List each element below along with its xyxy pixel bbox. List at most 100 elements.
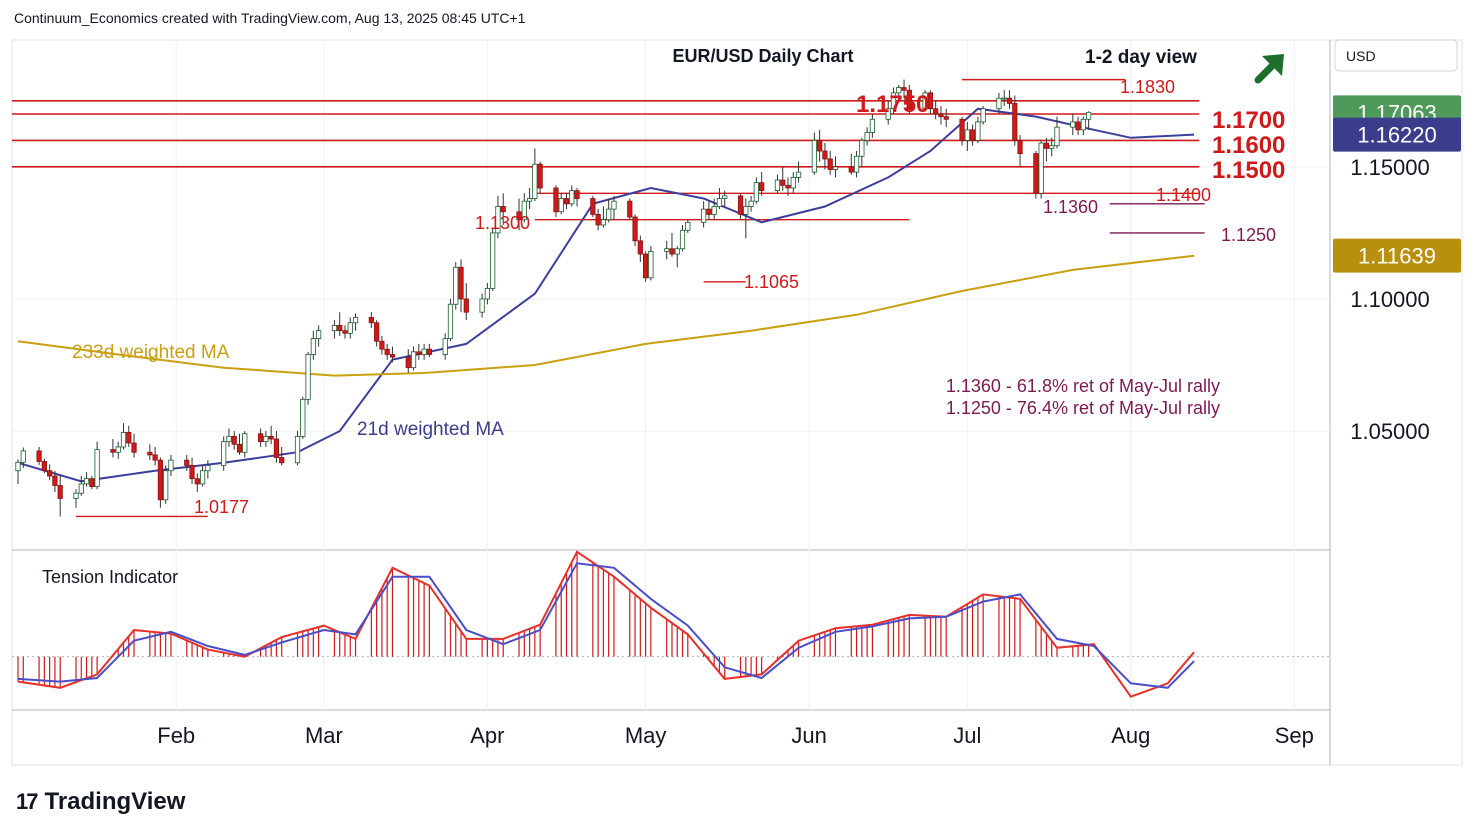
candle-body	[664, 248, 670, 252]
candle	[600, 206, 607, 228]
candle-body	[563, 198, 570, 205]
candle	[774, 174, 781, 194]
candle-body	[147, 451, 153, 456]
candle	[969, 124, 976, 146]
candle	[126, 425, 132, 447]
candle-body	[827, 158, 833, 170]
candle-body	[759, 182, 765, 192]
candle-body	[774, 179, 781, 192]
candle-body	[41, 461, 47, 472]
candle-body	[410, 351, 417, 369]
candle	[563, 193, 570, 210]
candle	[811, 132, 817, 175]
candle-body	[938, 113, 944, 118]
candle	[785, 177, 791, 196]
candle-body	[316, 330, 322, 340]
x-tick-label: Mar	[305, 723, 343, 748]
candle	[933, 100, 939, 120]
candle	[706, 201, 712, 220]
candle	[221, 436, 227, 471]
candle	[648, 246, 654, 281]
candle	[374, 320, 380, 347]
retracement-note: 1.1360 - 61.8% ret of May-Jul rally	[946, 376, 1220, 396]
candle	[495, 195, 501, 239]
candle-body	[716, 198, 723, 207]
chart-title: EUR/USD Daily Chart	[672, 46, 853, 66]
candle-body	[669, 248, 675, 255]
candle	[748, 195, 754, 212]
candle	[1080, 116, 1086, 136]
candle-body	[595, 214, 601, 226]
candle	[231, 431, 237, 450]
candle-body	[722, 195, 728, 199]
candle	[669, 232, 675, 257]
candle-body	[447, 303, 454, 340]
candle	[168, 454, 174, 477]
x-tick-label: Jul	[953, 723, 981, 748]
candle-body	[780, 179, 786, 186]
candle-body	[532, 163, 538, 199]
candle	[147, 444, 153, 461]
candle	[226, 428, 232, 447]
candle	[627, 198, 633, 220]
candle	[959, 116, 965, 146]
candle	[447, 298, 454, 342]
candle	[305, 351, 311, 405]
candle-body	[331, 324, 338, 332]
candle	[1033, 150, 1039, 199]
candle-body	[47, 470, 53, 477]
ma21-label: 21d weighted MA	[357, 419, 504, 440]
x-tick-label: Feb	[157, 723, 195, 748]
candle	[242, 431, 248, 458]
candle-body	[221, 441, 227, 466]
candle-body	[1012, 103, 1018, 141]
candle-body	[389, 354, 396, 358]
candle	[36, 446, 42, 465]
candle-body	[632, 216, 638, 242]
candle	[83, 472, 90, 487]
candle-body	[606, 208, 612, 221]
candle	[189, 457, 195, 484]
candle-body	[1043, 142, 1050, 149]
candle-body	[516, 211, 522, 221]
currency-box[interactable]	[1334, 39, 1458, 72]
price-tag-ma233	[1333, 238, 1461, 273]
candle	[368, 312, 374, 329]
candle-body	[869, 118, 875, 133]
ma21-line	[17, 107, 1195, 483]
candle-body	[674, 248, 680, 255]
candle-body	[458, 266, 464, 300]
candle	[532, 148, 538, 202]
candle-body	[785, 184, 791, 189]
candle-body	[352, 317, 359, 324]
candle-body	[975, 121, 981, 141]
level-label-1.0177: 1.0177	[194, 497, 249, 517]
tradingview-logo-icon: 17	[16, 789, 39, 814]
candle-body	[922, 92, 928, 110]
candle	[1012, 95, 1018, 146]
candle	[379, 335, 385, 355]
candle	[574, 187, 580, 207]
indicator-title: Tension Indicator	[42, 567, 178, 587]
candle	[790, 172, 796, 194]
candle	[310, 330, 316, 360]
candle	[1043, 137, 1050, 162]
candle-body	[15, 461, 21, 472]
candle-body	[590, 198, 596, 215]
candle	[822, 143, 828, 170]
candle	[679, 224, 686, 252]
candle-body	[1070, 121, 1076, 128]
candle	[110, 439, 116, 458]
candle	[516, 198, 522, 231]
candle	[57, 476, 63, 517]
candle	[722, 190, 728, 207]
chart-credit: Continuum_Economics created with Trading…	[14, 10, 526, 26]
candle	[643, 251, 649, 282]
candle	[131, 433, 137, 458]
candle	[184, 454, 190, 471]
tradingview-brand[interactable]: 17 TradingView	[16, 788, 185, 816]
support-resistance-levels	[12, 78, 1205, 518]
candle-body	[484, 287, 490, 300]
candle	[484, 283, 490, 305]
